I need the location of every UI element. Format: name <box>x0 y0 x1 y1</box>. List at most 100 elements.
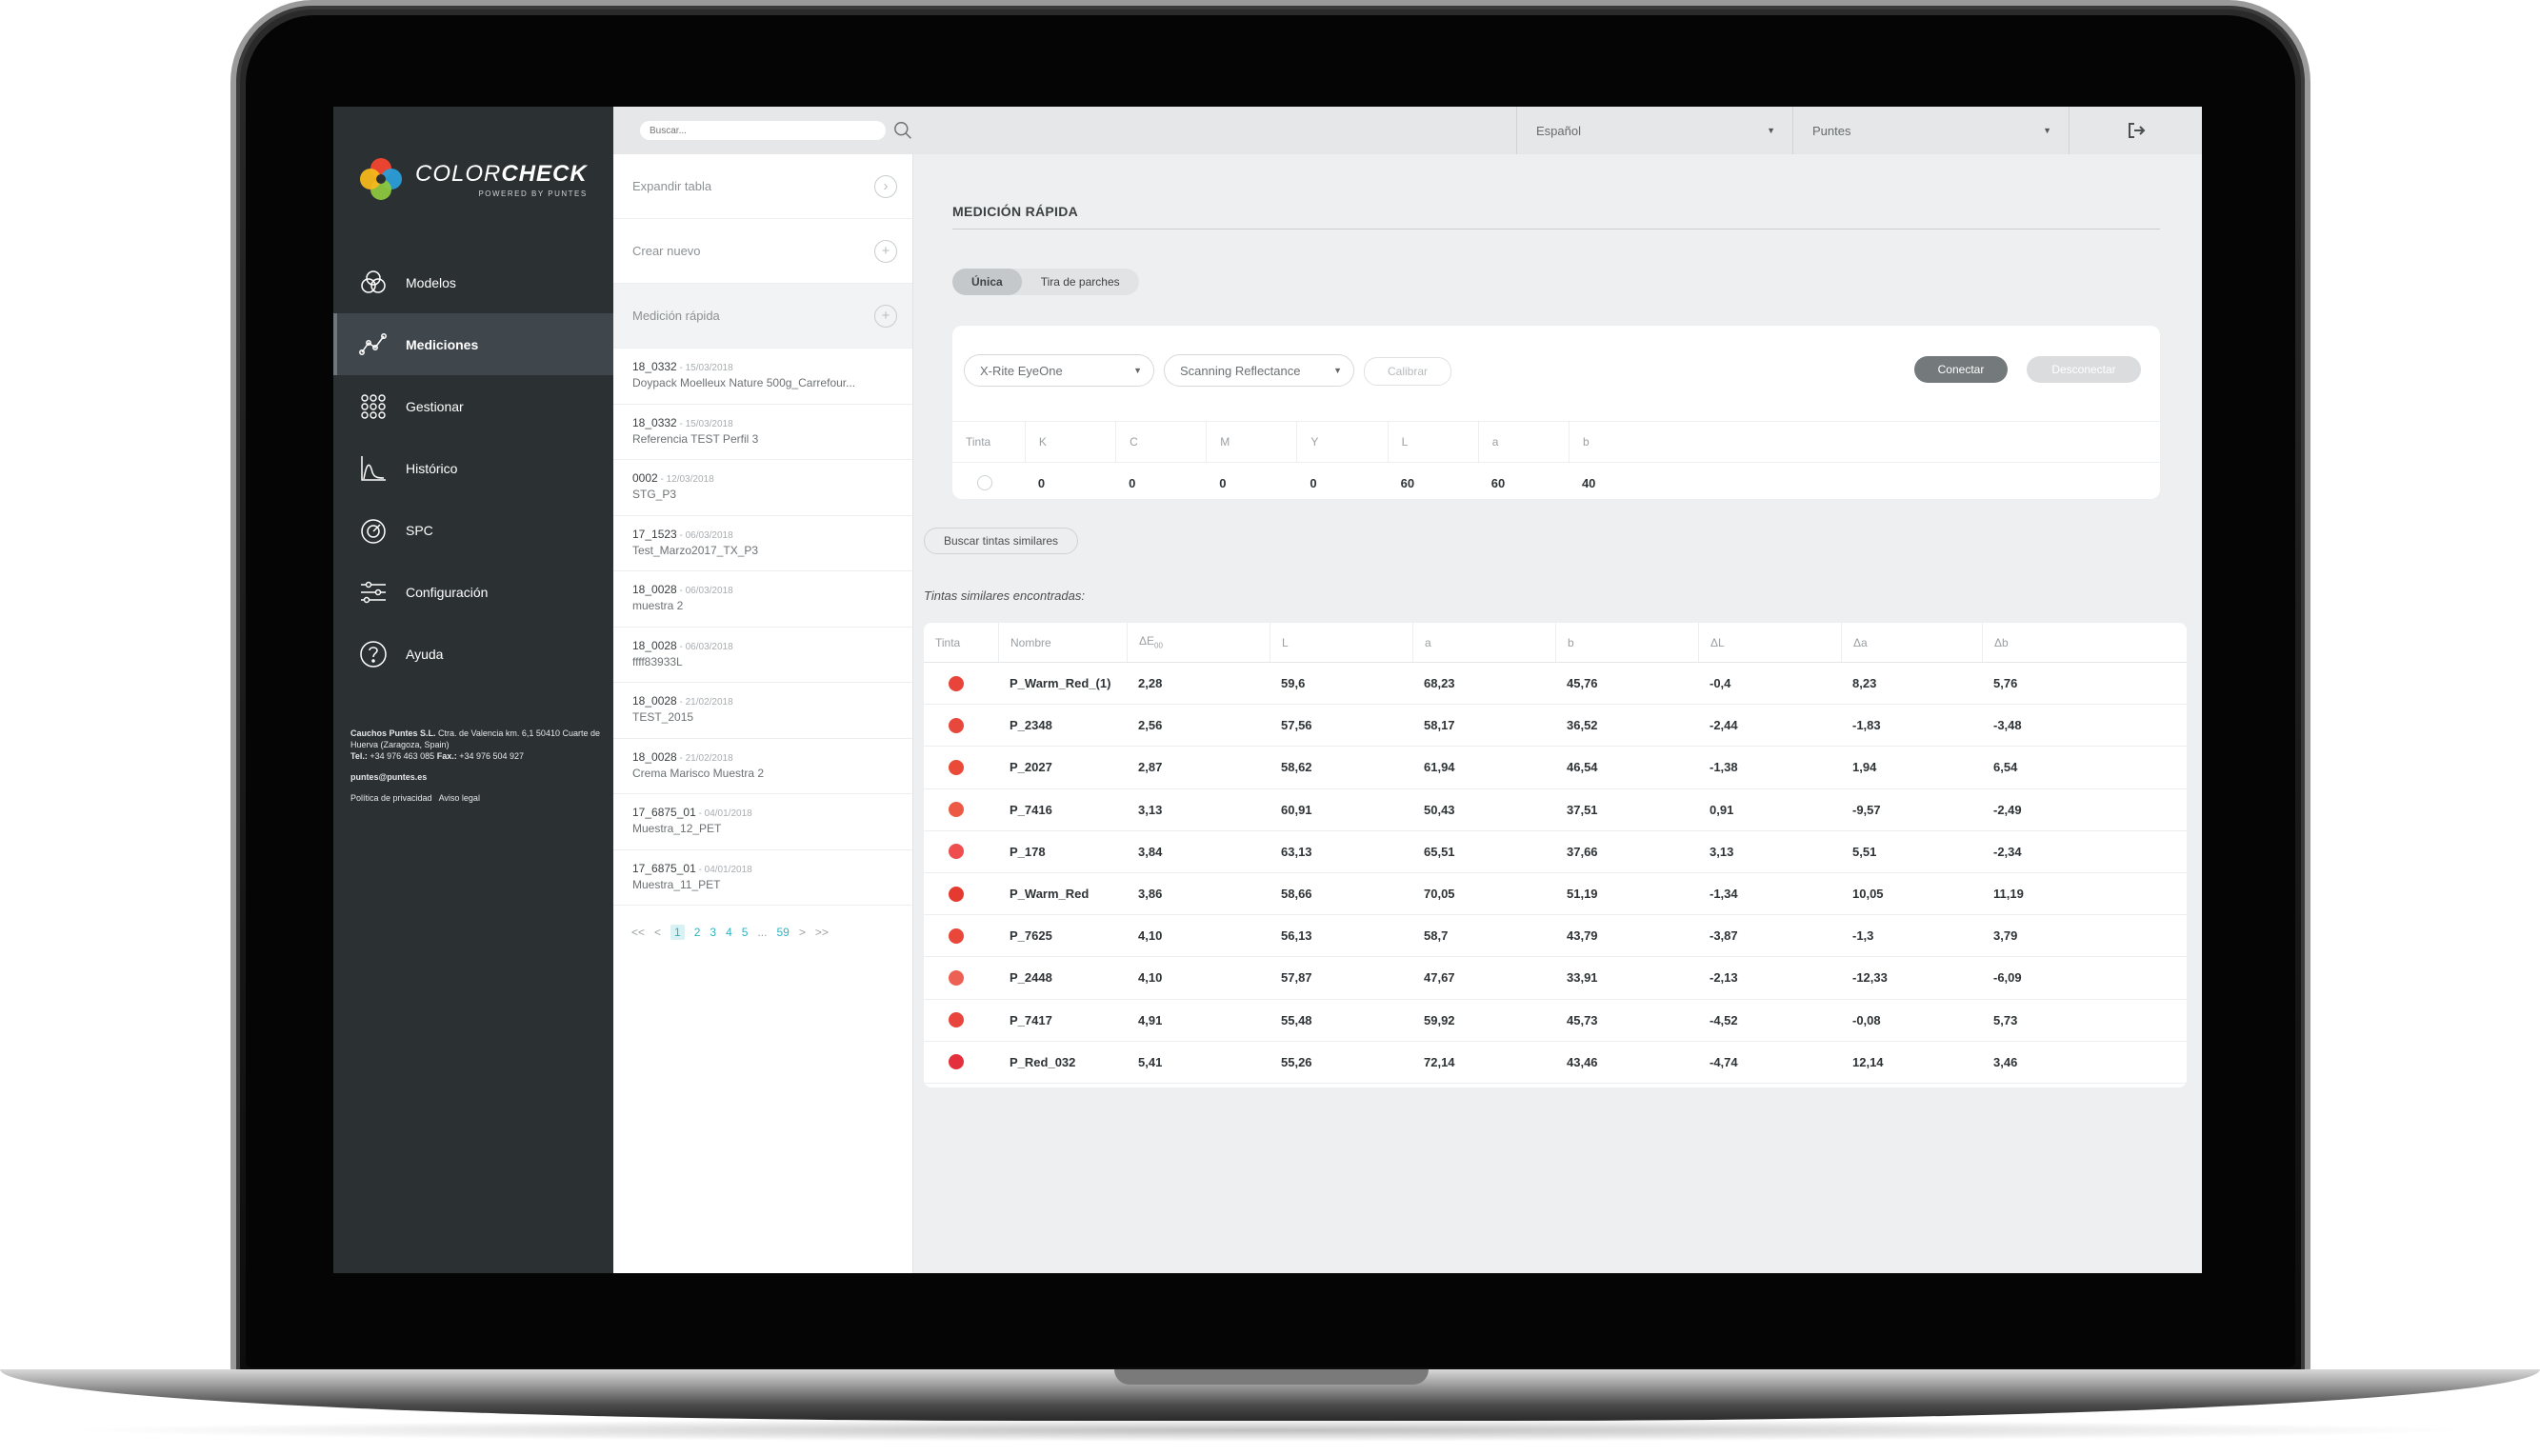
connect-button[interactable]: Conectar <box>1914 356 2008 383</box>
measurement-list-item[interactable]: 18_0028 - 21/02/2018 Crema Marisco Muestr… <box>613 739 912 794</box>
search-similar-inks-button[interactable]: Buscar tintas similares <box>924 528 1079 554</box>
scan-mode-select[interactable]: Scanning Reflectance ▼ <box>1164 354 1354 387</box>
results-cell: 36,52 <box>1567 718 1598 733</box>
measurement-list-item[interactable]: 17_6875_01 - 04/01/2018 Muestra_11_PET <box>613 850 912 906</box>
measurement-date: 21/02/2018 <box>685 697 733 708</box>
ink-color-swatch <box>949 927 964 944</box>
create-new-button[interactable]: Crear nuevo + <box>613 219 912 284</box>
ink-value-cell[interactable]: 60 <box>1400 475 1415 490</box>
privacy-link[interactable]: Política de privacidad <box>350 793 432 803</box>
measurement-list-item[interactable]: 18_0332 - 15/03/2018 Doypack Moelleux Nat… <box>613 349 912 405</box>
measurement-list-item[interactable]: 0002 - 12/03/2018 STG_P3 <box>613 460 912 516</box>
page-2-button[interactable]: 2 <box>693 926 701 939</box>
nav-item-mediciones[interactable]: Mediciones <box>333 313 613 375</box>
results-row[interactable]: P_7625 4,10 56,13 58,7 43,79 -3,87 -1,3 3,79 <box>924 915 2187 958</box>
page-3-button[interactable]: 3 <box>710 926 717 939</box>
measurement-list-item[interactable]: 18_0028 - 06/03/2018 muestra 2 <box>613 571 912 628</box>
ink-value-cell[interactable]: 0 <box>1219 475 1227 490</box>
prev-page-button[interactable]: < <box>654 926 662 939</box>
results-row[interactable]: P_2448 4,10 57,87 47,67 33,91 -2,13 -12,33 -6,0… <box>924 957 2187 1000</box>
nav-item-spc[interactable]: SPC <box>333 499 613 561</box>
results-cell: -1,38 <box>1710 760 1738 775</box>
ink-color-swatch <box>949 1012 964 1028</box>
results-row[interactable]: P_7416 3,13 60,91 50,43 37,51 0,91 -9,57 -2,49 <box>924 789 2187 831</box>
results-header-cell: Δb <box>1982 623 2096 662</box>
results-cell: -1,83 <box>1852 718 1881 733</box>
ink-table-row: 0 0 0 0 60 60 40 <box>952 463 2160 503</box>
quick-measure-button[interactable]: Medición rápida + <box>613 284 912 349</box>
page-1-button[interactable]: 1 <box>670 925 685 940</box>
caret-down-icon: ▼ <box>1133 366 1142 375</box>
tab-unica[interactable]: Única <box>952 269 1022 295</box>
company-select[interactable]: Puntes ▼ <box>1792 107 2069 154</box>
brand-logo[interactable]: COLORCHECK POWERED BY PUNTES <box>358 156 588 202</box>
chart-icon <box>361 455 386 481</box>
results-cell: 43,79 <box>1567 928 1598 944</box>
search-bar <box>613 107 912 154</box>
results-cell: 4,10 <box>1138 928 1163 944</box>
results-cell: 70,05 <box>1424 887 1455 902</box>
legal-notice-link[interactable]: Aviso legal <box>438 793 480 803</box>
next-page-button[interactable]: > <box>798 926 806 939</box>
results-cell: 58,62 <box>1281 760 1312 775</box>
calibrate-button[interactable]: Calibrar <box>1364 357 1451 386</box>
logout-button[interactable] <box>2069 107 2202 154</box>
nav-item-historico[interactable]: Histórico <box>333 437 613 499</box>
ink-color-swatch <box>949 969 964 986</box>
measurement-list-item[interactable]: 17_6875_01 - 04/01/2018 Muestra_12_PET <box>613 794 912 850</box>
language-select[interactable]: Español ▼ <box>1516 107 1792 154</box>
measurement-list-item[interactable]: 18_0028 - 21/02/2018 TEST_2015 <box>613 683 912 739</box>
ink-value-cell[interactable]: 40 <box>1581 475 1596 490</box>
measurement-name: Muestra_11_PET <box>632 877 721 891</box>
results-cell: 8,23 <box>1852 676 1877 691</box>
device-select[interactable]: X-Rite EyeOne ▼ <box>964 354 1154 387</box>
results-row[interactable]: P_2027 2,87 58,62 61,94 46,54 -1,38 1,94 6,54 <box>924 747 2187 789</box>
search-icon[interactable] <box>893 120 912 141</box>
caret-down-icon: ▼ <box>1767 126 1775 135</box>
results-row[interactable]: P_7417 4,91 55,48 59,92 45,73 -4,52 -0,08 5,73 <box>924 1000 2187 1042</box>
nav-item-gestionar[interactable]: Gestionar <box>333 375 613 437</box>
ink-value-cell[interactable]: 0 <box>1310 475 1317 490</box>
page-4-button[interactable]: 4 <box>726 926 732 939</box>
ink-value-cell[interactable]: 0 <box>1037 475 1046 490</box>
nav-item-modelos[interactable]: Modelos <box>333 251 613 313</box>
results-cell: 43,46 <box>1567 1054 1598 1069</box>
measurement-name: Crema Marisco Muestra 2 <box>632 766 765 780</box>
plus-icon: + <box>874 304 897 328</box>
disconnect-button[interactable]: Desconectar <box>2027 356 2141 383</box>
ink-value-cell[interactable]: 60 <box>1490 475 1506 490</box>
results-cell: 33,91 <box>1567 970 1598 986</box>
last-page-button[interactable]: >> <box>814 926 829 939</box>
ink-value-cell[interactable]: 0 <box>1129 475 1136 490</box>
measurement-code: 17_6875_01 <box>632 806 696 819</box>
company-email[interactable]: puntes@puntes.es <box>350 772 428 782</box>
page-59-button[interactable]: 59 <box>776 926 790 939</box>
measurement-code: 17_6875_01 <box>632 861 696 875</box>
nav-item-ayuda[interactable]: Ayuda <box>333 623 613 685</box>
results-row[interactable]: P_Warm_Red_(1) 2,28 59,6 68,23 45,76 -0,4 8,23… <box>924 663 2187 706</box>
page-5-button[interactable]: 5 <box>741 926 749 939</box>
first-page-button[interactable]: << <box>631 926 646 939</box>
measurement-list-item[interactable]: 17_1523 - 06/03/2018 Test_Marzo2017_TX_P3 <box>613 516 912 571</box>
ink-header-cell: Tinta <box>966 435 991 449</box>
ink-header-cell: K <box>1024 422 1115 462</box>
results-cell: P_7625 <box>1010 928 1052 944</box>
measurement-header: 18_0028 - 06/03/2018 <box>632 638 733 652</box>
results-row[interactable]: P_178 3,84 63,13 65,51 37,66 3,13 5,51 -2,34 <box>924 831 2187 873</box>
measurement-list-item[interactable]: 18_0028 - 06/03/2018 ffff83933L <box>613 628 912 683</box>
results-row[interactable]: P_Red_032 5,41 55,26 72,14 43,46 -4,74 12,14 3,… <box>924 1042 2187 1084</box>
results-cell: -2,34 <box>1993 844 2022 859</box>
results-row[interactable]: P_2348 2,56 57,56 58,17 36,52 -2,44 -1,83 -3,48 <box>924 705 2187 748</box>
tab-tira-de-parches[interactable]: Tira de parches <box>1040 275 1120 289</box>
empty-swatch-icon <box>977 475 992 490</box>
results-cell: 1,94 <box>1852 760 1877 775</box>
results-row[interactable]: P_Warm_Red 3,86 58,66 70,05 51,19 -1,34 10,05 1… <box>924 873 2187 916</box>
measurements-icon <box>359 332 387 355</box>
nav-item-configuracion[interactable]: Configuración <box>333 561 613 623</box>
expand-table-button[interactable]: Expandir tabla › <box>613 154 912 219</box>
search-input[interactable] <box>640 121 886 140</box>
swatch-cell <box>924 1042 998 1083</box>
results-cell: -1,34 <box>1710 887 1738 902</box>
measurement-list-item[interactable]: 18_0332 - 15/03/2018 Referencia TEST Perf… <box>613 405 912 460</box>
